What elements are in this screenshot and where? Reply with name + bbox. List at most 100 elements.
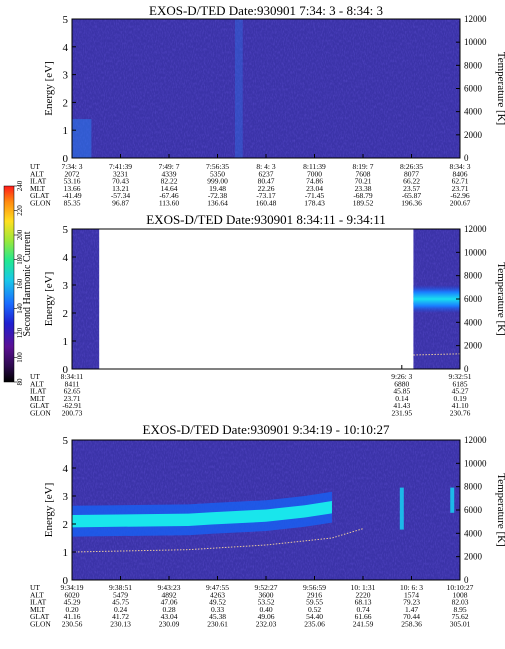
column-value: 3231 <box>113 169 128 178</box>
column-value: 9:26: 3 <box>391 372 412 381</box>
column-value: 178.43 <box>304 199 325 208</box>
y-tick-label: 5 <box>63 14 69 26</box>
column-value: 6185 <box>453 379 468 388</box>
colorbar-tick-label: 120 <box>16 327 24 338</box>
column-value: 230.76 <box>450 409 471 418</box>
column-value: 9:56:59 <box>303 583 326 592</box>
column-value: 8:34: 3 <box>449 162 470 171</box>
y-tick-label: 5 <box>63 435 69 447</box>
plot-area <box>72 229 460 369</box>
column-value: 75.62 <box>452 612 469 621</box>
column-value: 61.66 <box>355 612 372 621</box>
column-value: 70.43 <box>112 177 129 186</box>
column-value: 1.47 <box>405 605 418 614</box>
column-value: 6237 <box>259 169 274 178</box>
column-value: 0.52 <box>308 605 321 614</box>
column-value: 999.00 <box>207 177 228 186</box>
column-value: 9:38:51 <box>109 583 132 592</box>
y2-tick-label: 6000 <box>464 505 483 515</box>
column-value: 59.55 <box>306 598 323 607</box>
column-value: 68.13 <box>355 598 372 607</box>
colorbar-gradient <box>3 185 15 383</box>
intensity-feature <box>234 19 243 158</box>
column-value: 85.35 <box>64 199 81 208</box>
row-label-mlt: MLT <box>30 394 46 403</box>
column-value: 230.56 <box>62 620 83 629</box>
column-value: 45.75 <box>112 598 129 607</box>
chart-panel-3: EXOS-D/TED Date:930901 9:34:19 - 10:10:2… <box>30 422 505 629</box>
column-value: 41.10 <box>452 401 469 410</box>
y2-tick-label: 12000 <box>464 224 487 234</box>
column-value: 136.64 <box>207 199 228 208</box>
colorbar-tick-label: 240 <box>16 180 24 191</box>
colorbar-tick-label: 180 <box>16 254 24 265</box>
y2-tick-label: 4000 <box>464 317 483 327</box>
column-value: 230.61 <box>207 620 228 629</box>
column-value: -71.45 <box>305 191 325 200</box>
column-value: 7608 <box>356 169 371 178</box>
column-value: 45.38 <box>209 612 226 621</box>
column-value: 47.06 <box>161 598 178 607</box>
column-value: 54.40 <box>306 612 323 621</box>
column-value: 4339 <box>162 169 177 178</box>
column-value: 14.64 <box>161 184 178 193</box>
column-value: 70.21 <box>355 177 372 186</box>
colorbar: 80 100 120 140 160 180 200 220 240 Second Harmon… <box>3 180 33 386</box>
column-value: 62.65 <box>64 387 81 396</box>
y2-tick-label: 12000 <box>464 435 487 445</box>
column-value: 2916 <box>307 590 322 599</box>
column-value: 10: 6: 3 <box>400 583 423 592</box>
column-value: 232.03 <box>256 620 277 629</box>
y-tick-label: 1 <box>63 336 69 348</box>
column-value: 9:34:19 <box>61 583 84 592</box>
column-value: 74.86 <box>306 177 323 186</box>
data-texture <box>72 19 460 158</box>
column-value: 189.52 <box>353 199 374 208</box>
column-value: 9:47:55 <box>206 583 229 592</box>
y2-axis-label: Temperature [K] <box>495 262 505 335</box>
column-value: 8:26:35 <box>400 162 423 171</box>
intensity-spike <box>450 487 455 513</box>
column-value: 8: 4: 3 <box>256 162 275 171</box>
colorbar-tick-label: 200 <box>16 229 24 240</box>
y-axis-label: Energy [eV] <box>43 61 55 115</box>
intensity-spike <box>399 487 404 530</box>
column-value: 23.38 <box>355 184 372 193</box>
column-value: 45.85 <box>393 387 410 396</box>
y2-tick-label: 6000 <box>464 84 483 94</box>
y2-axis-label: Temperature [K] <box>495 52 505 125</box>
column-value: 0.74 <box>356 605 369 614</box>
y-tick-label: 4 <box>63 42 69 54</box>
colorbar-tick-label: 160 <box>16 278 24 289</box>
row-label-mlt: MLT <box>30 184 46 193</box>
column-value: -57.34 <box>111 191 131 200</box>
row-label-ut: UT <box>30 162 40 171</box>
column-value: 6880 <box>394 379 409 388</box>
y-tick-label: 4 <box>63 252 69 264</box>
column-value: 8077 <box>404 169 419 178</box>
y2-tick-label: 0 <box>464 153 469 163</box>
column-value: 8.95 <box>453 605 466 614</box>
column-value: 200.73 <box>62 409 83 418</box>
column-value: 23.71 <box>452 184 469 193</box>
chart-title: EXOS-D/TED Date:930901 7:34: 3 - 8:34: 3 <box>149 3 383 18</box>
row-label-ilat: ILAT <box>30 598 47 607</box>
plot-area <box>72 19 460 158</box>
column-value: 7:49: 7 <box>158 162 179 171</box>
column-value: 113.60 <box>159 199 180 208</box>
column-value: 53.16 <box>64 177 81 186</box>
row-label-glon: GLON <box>30 620 51 629</box>
column-value: 1008 <box>453 590 468 599</box>
y2-tick-label: 6000 <box>464 294 483 304</box>
y-tick-label: 2 <box>63 308 69 320</box>
column-value: 7:56:35 <box>206 162 229 171</box>
y2-axis-label: Temperature [K] <box>495 473 505 546</box>
column-value: 19.48 <box>209 184 226 193</box>
plot-area <box>72 440 460 580</box>
column-value: 9:43:23 <box>158 583 181 592</box>
column-value: 5350 <box>210 169 225 178</box>
y-tick-label: 0 <box>63 153 69 165</box>
column-value: -41.49 <box>62 191 82 200</box>
column-value: 66.22 <box>403 177 420 186</box>
colorbar-tick-label: 140 <box>16 303 24 314</box>
